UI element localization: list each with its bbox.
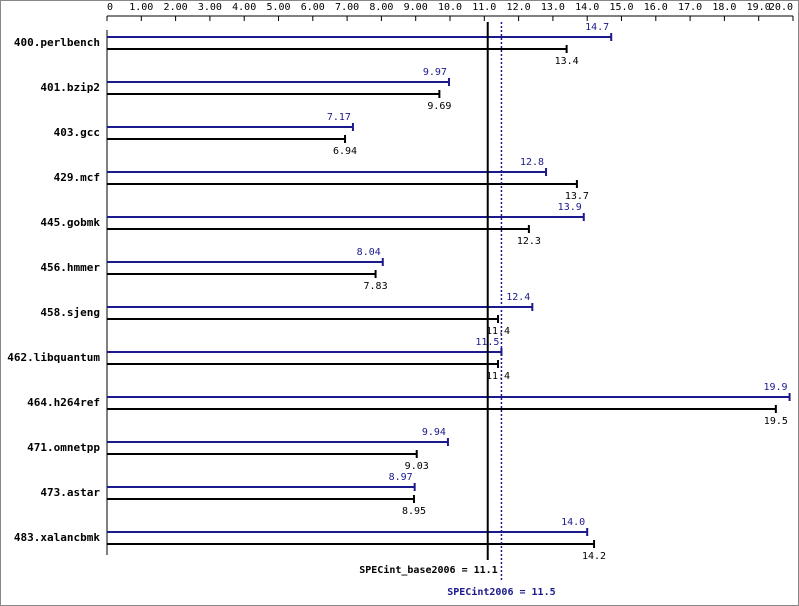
x-tick-label: 0 [107,2,113,13]
bar [107,315,500,323]
bar [107,528,589,536]
category-label: 464.h264ref [27,396,100,409]
category-label: 445.gobmk [40,216,100,229]
value-label: 14.2 [582,551,606,562]
x-tick-label: 12.0 [507,2,531,13]
value-label: 8.95 [402,506,426,517]
bar [107,360,500,368]
x-tick-label: 8.00 [369,2,393,13]
x-tick-label: 17.0 [678,2,702,13]
value-label: 19.5 [764,416,788,427]
bar [107,78,450,86]
category-label: 456.hmmer [40,261,100,274]
bar [107,90,441,98]
category-label: 471.omnetpp [27,441,100,454]
value-label: 13.7 [565,191,589,202]
category-label: 483.xalancbmk [14,531,100,544]
bar [107,45,568,53]
x-tick-label: 3.00 [198,2,222,13]
x-tick-label: 9.00 [404,2,428,13]
bar [107,438,449,446]
value-label: 14.7 [585,22,609,33]
value-label: 8.04 [357,247,381,258]
bar [107,168,548,176]
category-label: 401.bzip2 [40,81,100,94]
x-tick-label: 2.00 [164,2,188,13]
x-tick-label: 5.00 [266,2,290,13]
bar [107,213,585,221]
bar [107,135,347,143]
value-label: 6.94 [333,146,357,157]
bar [107,33,613,41]
value-label: 14.0 [561,517,585,528]
x-tick-label: 4.00 [232,2,256,13]
x-tick-label: 1.00 [129,2,153,13]
bar [107,495,415,503]
x-tick-label: 15.0 [609,2,633,13]
reference-label: SPECint_base2006 = 11.1 [359,564,497,576]
x-tick-label: 16.0 [644,2,668,13]
bar [107,483,416,491]
x-tick-label: 7.00 [335,2,359,13]
bar [107,123,354,131]
value-label: 7.17 [327,112,351,123]
x-tick-label: 11.0 [472,2,496,13]
bar [107,270,377,278]
value-label: 12.3 [517,236,541,247]
value-label: 13.9 [558,202,582,213]
value-label: 19.9 [763,382,787,393]
x-tick-label: 20.0 [769,2,793,13]
bar [107,258,384,266]
x-tick-label: 14.0 [575,2,599,13]
category-label: 458.sjeng [40,306,100,319]
category-label: 400.perlbench [14,36,100,49]
bar [107,180,578,188]
x-tick-label: 6.00 [301,2,325,13]
value-label: 12.4 [506,292,530,303]
bar [107,303,534,311]
category-label: 462.libquantum [7,351,100,364]
bar [107,393,791,401]
value-label: 8.97 [389,472,413,483]
value-label: 7.83 [364,281,388,292]
value-label: 11.4 [486,371,510,382]
x-tick-label: 19.0 [747,2,771,13]
value-label: 11.4 [486,326,510,337]
x-tick-label: 10.0 [438,2,462,13]
category-label: 403.gcc [54,126,100,139]
value-label: 9.69 [427,101,451,112]
value-label: 9.94 [422,427,446,438]
value-label: 9.97 [423,67,447,78]
x-tick-label: 13.0 [541,2,565,13]
bar [107,225,530,233]
category-label: 473.astar [40,486,100,499]
value-label: 13.4 [555,56,579,67]
bar [107,450,418,458]
bar [107,540,596,548]
x-tick-label: 18.0 [712,2,736,13]
bar [107,405,777,413]
value-label: 12.8 [520,157,544,168]
category-label: 429.mcf [54,171,100,184]
reference-label: SPECint2006 = 11.5 [447,586,555,598]
value-label: 9.03 [405,461,429,472]
